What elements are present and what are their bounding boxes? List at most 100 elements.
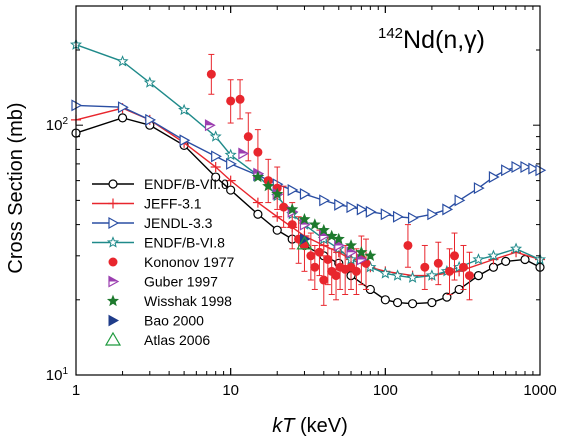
data-point bbox=[449, 251, 459, 261]
legend-marker bbox=[106, 294, 120, 307]
data-point bbox=[331, 271, 341, 281]
x-axis-title: kT (keV) bbox=[272, 415, 348, 437]
data-point bbox=[487, 249, 500, 261]
legend-item: ENDF/B-VII.0 bbox=[92, 176, 229, 192]
legend-marker bbox=[104, 331, 122, 346]
data-point bbox=[380, 208, 392, 221]
data-point bbox=[458, 262, 468, 272]
series-0 bbox=[71, 113, 545, 309]
x-axis-title-italic: kT bbox=[272, 415, 296, 437]
series-6 bbox=[251, 170, 377, 261]
data-point bbox=[380, 295, 390, 305]
data-point bbox=[117, 113, 128, 123]
legend-label: Guber 1997 bbox=[144, 274, 218, 290]
data-point bbox=[306, 251, 316, 261]
legend-item: JENDL-3.3 bbox=[92, 215, 213, 231]
data-point bbox=[334, 198, 346, 211]
data-point bbox=[299, 188, 311, 201]
legend-marker bbox=[108, 216, 120, 230]
y-tick-label-base: 10 bbox=[46, 117, 63, 134]
legend-label: JENDL-3.3 bbox=[144, 215, 213, 231]
data-point bbox=[501, 164, 512, 177]
data-point bbox=[355, 245, 368, 258]
data-point bbox=[433, 258, 443, 268]
data-point bbox=[520, 161, 532, 174]
legend-item: JEFF-3.1 bbox=[92, 196, 202, 212]
data-point bbox=[520, 254, 530, 265]
data-point bbox=[511, 161, 523, 174]
data-point bbox=[464, 271, 474, 281]
data-point bbox=[211, 150, 222, 163]
data-point bbox=[210, 162, 221, 173]
data-point bbox=[425, 269, 438, 281]
data-point bbox=[528, 162, 540, 175]
data-point bbox=[344, 239, 358, 251]
plot-frame bbox=[75, 5, 541, 376]
data-point bbox=[510, 242, 523, 254]
x-tick-label: 100 bbox=[373, 382, 398, 399]
data-point bbox=[224, 148, 237, 161]
data-point bbox=[488, 171, 500, 184]
data-point bbox=[406, 271, 419, 283]
data-point bbox=[346, 201, 358, 214]
marker-fill bbox=[109, 276, 118, 282]
y-tick-label-exponent: 2 bbox=[62, 116, 68, 127]
data-point bbox=[253, 147, 263, 157]
data-point bbox=[279, 202, 289, 212]
data-point bbox=[117, 101, 129, 114]
data-point bbox=[392, 297, 403, 308]
data-point bbox=[226, 96, 236, 106]
y-tick-label: 102 bbox=[46, 116, 69, 134]
data-point bbox=[407, 299, 418, 309]
series-8 bbox=[296, 235, 313, 250]
legend-label: ENDF/B-VI.8 bbox=[144, 235, 225, 251]
legend-marker bbox=[106, 236, 120, 248]
legend-item: Bao 2000 bbox=[108, 313, 204, 329]
y-axis-title: Cross Section (mb) bbox=[5, 102, 27, 273]
marker-fill bbox=[205, 120, 215, 126]
legend-label: Bao 2000 bbox=[144, 313, 204, 329]
data-point bbox=[243, 132, 253, 142]
marker-fill bbox=[238, 148, 248, 154]
data-point bbox=[116, 55, 129, 67]
legend-label: JEFF-3.1 bbox=[144, 196, 202, 212]
chart-title: 142Nd(n,γ) bbox=[378, 25, 485, 54]
data-point bbox=[379, 267, 392, 279]
legend-item: Atlas 2006 bbox=[104, 331, 210, 348]
data-point bbox=[319, 194, 331, 207]
data-point bbox=[420, 262, 430, 272]
data-point bbox=[445, 266, 455, 276]
legend-item: Wisshak 1998 bbox=[106, 293, 232, 309]
legend-label: ENDF/B-VII.0 bbox=[144, 176, 229, 192]
y-tick-label-base: 10 bbox=[46, 367, 63, 384]
data-point bbox=[356, 203, 368, 216]
data-point bbox=[253, 209, 263, 219]
data-point bbox=[178, 103, 191, 116]
data-point bbox=[391, 269, 404, 281]
data-point bbox=[407, 212, 419, 225]
data-point bbox=[392, 210, 404, 223]
data-point bbox=[226, 157, 237, 170]
data-point bbox=[427, 297, 437, 308]
data-point bbox=[472, 253, 485, 265]
data-point bbox=[323, 254, 333, 264]
data-point bbox=[262, 179, 275, 192]
legend-item: Kononov 1977 bbox=[108, 254, 235, 270]
data-point bbox=[225, 175, 236, 186]
data-point bbox=[252, 197, 263, 208]
data-point bbox=[271, 187, 284, 200]
data-point bbox=[351, 266, 361, 276]
data-point bbox=[211, 172, 221, 182]
legend: ENDF/B-VII.0 JEFF-3.1 JENDL-3.3 ENDF/B-VI.8… bbox=[92, 176, 235, 348]
series-2 bbox=[71, 99, 547, 225]
data-point bbox=[235, 94, 245, 104]
data-point bbox=[325, 229, 338, 242]
data-point bbox=[272, 211, 283, 222]
chart-title-superscript: 142 bbox=[378, 25, 403, 42]
data-point bbox=[206, 69, 216, 79]
x-tick-label: 10 bbox=[222, 382, 239, 399]
data-point bbox=[473, 182, 485, 195]
data-point bbox=[403, 240, 413, 250]
data-point bbox=[209, 130, 222, 142]
